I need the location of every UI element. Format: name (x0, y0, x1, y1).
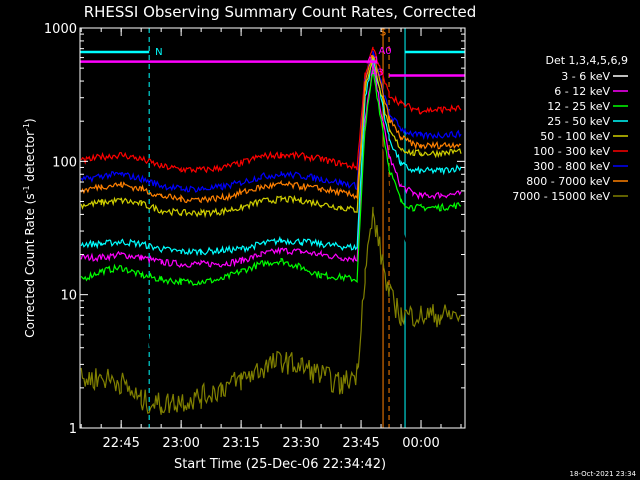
legend-label: 25 - 50 keV (547, 115, 610, 128)
intervals-layer: N (80, 47, 465, 77)
y-tick-label: 100 (52, 155, 77, 170)
x-tick-label: 23:00 (162, 436, 199, 451)
series-line (80, 63, 462, 367)
series-line (80, 63, 462, 269)
series-line (80, 54, 462, 204)
series-line (80, 56, 462, 257)
legend-label: 12 - 25 keV (547, 100, 610, 113)
series-line (80, 206, 462, 415)
series-line (80, 68, 462, 286)
x-tick-label: 00:00 (402, 436, 439, 451)
legend-label: 800 - 7000 keV (526, 175, 610, 188)
interval-label: N (155, 47, 162, 58)
timestamp: 18-Oct-2021 23:34 (570, 470, 637, 478)
legend-label: 300 - 800 keV (533, 160, 610, 173)
chart-title: RHESSI Observing Summary Count Rates, Co… (84, 3, 477, 21)
legend-label: 6 - 12 keV (554, 85, 610, 98)
y-tick-label: 10 (60, 289, 77, 304)
x-tick-label: 23:30 (282, 436, 319, 451)
x-tick-label: 22:45 (102, 436, 139, 451)
attenuator-label: A0 (378, 46, 391, 57)
y-label-sup-2: -1 (22, 123, 31, 131)
series-layer (80, 46, 462, 415)
x-tick-label: 23:15 (222, 436, 259, 451)
legend: Det 1,3,4,5,6,9 3 - 6 keV 6 - 12 keV 12 - … (512, 54, 628, 203)
y-label-part-3: ) (23, 118, 37, 123)
series-line (80, 50, 462, 193)
legend-title: Det 1,3,4,5,6,9 (545, 54, 628, 67)
attenuator-label: S (380, 27, 386, 38)
legend-label: 100 - 300 keV (533, 145, 610, 158)
plot-frame (79, 27, 466, 429)
x-axis: 22:45 23:00 23:15 23:30 23:45 00:00 (80, 28, 462, 451)
y-axis-label: Corrected Count Rate (s-1 detector-1) (22, 118, 37, 337)
legend-label: 3 - 6 keV (561, 70, 610, 83)
legend-label: 50 - 100 keV (540, 130, 610, 143)
y-tick-label: 1 (69, 422, 77, 437)
x-axis-label: Start Time (25-Dec-06 22:34:42) (174, 457, 386, 472)
y-label-sup-1: -1 (22, 185, 31, 193)
y-label-part-1: Corrected Count Rate (s (23, 193, 37, 337)
attenuator-label: A1 (366, 56, 379, 67)
series-line (80, 46, 462, 174)
x-tick-label: 23:45 (342, 436, 379, 451)
attenuator-label: A3 (370, 68, 383, 79)
y-tick-label: 1000 (44, 22, 77, 37)
legend-label: 7000 - 15000 keV (512, 190, 610, 203)
y-label-part-2: detector (23, 131, 37, 186)
series-line (80, 54, 462, 219)
y-axis: 1 10 100 1000 (44, 22, 465, 437)
